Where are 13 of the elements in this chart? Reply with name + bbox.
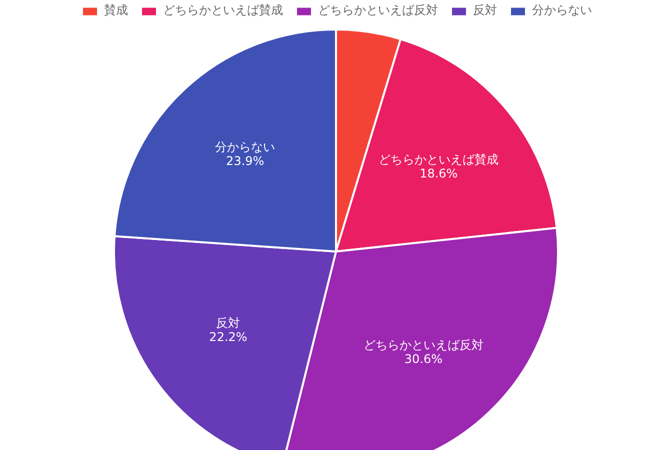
- legend-label: どちらかといえば反対: [318, 2, 438, 19]
- data-label: 23.9%: [226, 154, 264, 168]
- slice-label: どちらかといえば反対: [363, 338, 484, 352]
- legend-label: 分からない: [532, 2, 592, 19]
- data-label: 30.6%: [404, 352, 443, 366]
- slice-label: 分からない: [215, 140, 276, 154]
- legend-label: 賛成: [104, 2, 128, 19]
- data-label: 22.2%: [209, 330, 248, 344]
- legend-label: 反対: [473, 2, 497, 19]
- slice-label: どちらかといえば賛成: [378, 152, 499, 167]
- slice-label: 反対: [216, 316, 240, 330]
- legend-label: どちらかといえば賛成: [163, 2, 283, 19]
- data-label: 18.6%: [420, 166, 458, 181]
